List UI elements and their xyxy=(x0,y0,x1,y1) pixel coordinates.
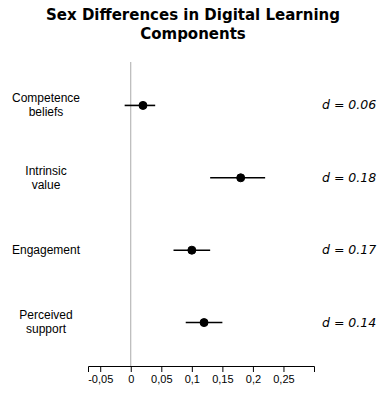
reference-line xyxy=(130,62,131,366)
x-tick-mark xyxy=(222,366,223,372)
x-tick-label: 0,2 xyxy=(246,373,261,385)
x-tick: 0,15 xyxy=(212,366,233,385)
annotation: d = 0.18 xyxy=(322,170,376,185)
y-tick-label: Perceivedsupport xyxy=(19,308,72,336)
point xyxy=(237,174,245,182)
marks xyxy=(125,62,265,366)
x-tick-label: -0,05 xyxy=(88,373,113,385)
y-tick: Engagement xyxy=(12,243,81,257)
annotation: d = 0.14 xyxy=(322,315,376,330)
x-tick-label: 0 xyxy=(128,373,134,385)
x-tick: 0,05 xyxy=(151,366,172,385)
x-tick-mark xyxy=(283,366,284,372)
x-tick-label: 0,05 xyxy=(151,373,172,385)
annotation: d = 0.06 xyxy=(322,97,376,112)
x-tick-mark xyxy=(100,366,101,372)
plot: -0,05 0 0,05 0,1 0,15 0,2 0,25 Competencebelief… xyxy=(12,62,376,385)
chart: Sex Differences in Digital LearningCompo… xyxy=(0,0,386,400)
x-tick-mark xyxy=(253,366,254,372)
y-tick: Perceivedsupport xyxy=(19,308,72,336)
point xyxy=(188,246,196,254)
x-tick-label: 0,1 xyxy=(185,373,200,385)
x-axis: -0,05 0 0,05 0,1 0,15 0,2 0,25 xyxy=(88,366,314,385)
x-tick: 0 xyxy=(128,366,134,385)
x-tick: 0,25 xyxy=(273,366,294,385)
x-tick-label: 0,25 xyxy=(273,373,294,385)
y-tick: Intrinsicvalue xyxy=(25,164,66,192)
x-tick: -0,05 xyxy=(88,366,113,385)
x-tick-label: 0,15 xyxy=(212,373,233,385)
annotation: d = 0.17 xyxy=(322,242,376,257)
x-tick: 0,1 xyxy=(185,366,200,385)
x-tick-mark xyxy=(192,366,193,372)
point xyxy=(139,101,147,109)
title: Sex Differences in Digital LearningCompo… xyxy=(46,6,340,43)
y-tick-label: Engagement xyxy=(12,243,81,257)
x-tick-mark xyxy=(131,366,132,372)
x-axis-line xyxy=(89,367,315,373)
x-tick: 0,2 xyxy=(246,366,261,385)
y-tick: Competencebeliefs xyxy=(12,91,80,119)
y-axis: Competencebeliefs Intrinsicvalue Engagemen… xyxy=(12,91,81,336)
y-tick-label: Competencebeliefs xyxy=(12,91,80,119)
x-tick-mark xyxy=(161,366,162,372)
y-tick-label: Intrinsicvalue xyxy=(25,164,66,192)
point xyxy=(200,319,208,327)
